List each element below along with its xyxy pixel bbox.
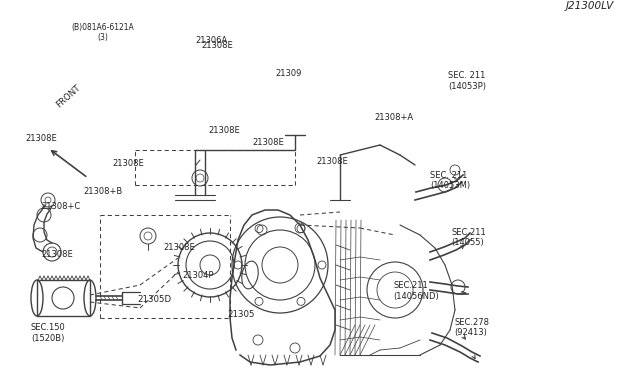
Text: 21308E: 21308E <box>163 243 195 252</box>
Text: SEC.150
(1520B): SEC.150 (1520B) <box>31 323 65 343</box>
Text: SEC. 211
(14053M): SEC. 211 (14053M) <box>430 171 470 190</box>
Text: 21308E: 21308E <box>26 134 58 143</box>
Text: 21308E: 21308E <box>317 157 349 166</box>
Text: 21308E: 21308E <box>112 159 144 168</box>
Text: 21306A: 21306A <box>195 36 227 45</box>
Text: FRONT: FRONT <box>54 83 83 109</box>
Text: 21308+C: 21308+C <box>42 202 81 211</box>
Text: 21304P: 21304P <box>182 271 214 280</box>
Text: 21308E: 21308E <box>202 41 234 50</box>
Text: 21305D: 21305D <box>138 295 172 304</box>
Text: J21300LV: J21300LV <box>566 1 614 11</box>
Text: 21305: 21305 <box>227 310 255 319</box>
Text: 21308E: 21308E <box>253 138 285 147</box>
Text: 21308E: 21308E <box>42 250 74 259</box>
Text: 21309: 21309 <box>275 69 301 78</box>
Text: SEC.211
(14055): SEC.211 (14055) <box>451 228 486 247</box>
Text: SEC. 211
(14053P): SEC. 211 (14053P) <box>448 71 486 91</box>
Text: 21308E: 21308E <box>208 126 240 135</box>
Text: 21308+A: 21308+A <box>374 113 413 122</box>
Text: SEC.211
(14056ND): SEC.211 (14056ND) <box>394 281 439 301</box>
Text: (B)081A6-6121A
(3): (B)081A6-6121A (3) <box>71 23 134 42</box>
Text: 21308+B: 21308+B <box>83 187 122 196</box>
Text: SEC.278
(92413): SEC.278 (92413) <box>454 318 490 337</box>
